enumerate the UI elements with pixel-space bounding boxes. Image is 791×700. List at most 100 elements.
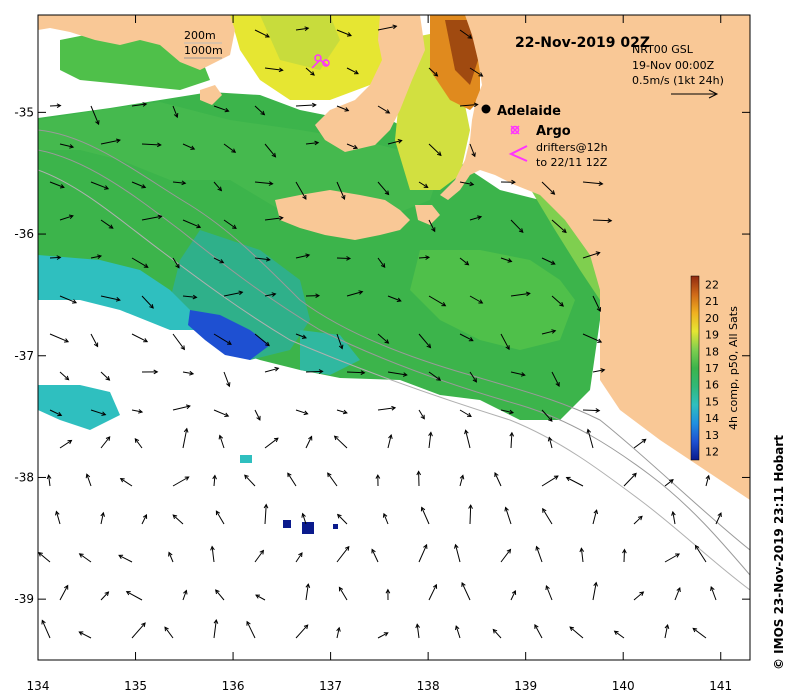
current-arrow-head xyxy=(569,626,575,631)
depth-1000-label: 1000m xyxy=(184,44,223,57)
current-arrow xyxy=(223,143,236,153)
current-arrow xyxy=(569,626,584,639)
current-arrow-head xyxy=(215,589,220,595)
current-arrow xyxy=(182,428,188,449)
current-arrow xyxy=(79,631,92,639)
current-arrow xyxy=(582,409,600,412)
current-arrow xyxy=(510,371,525,376)
x-tick-label: 138 xyxy=(417,679,440,693)
current-arrow-head xyxy=(115,138,121,144)
current-arrow xyxy=(38,552,51,563)
current-arrow xyxy=(492,629,502,639)
current-arrows xyxy=(38,24,722,639)
current-arrow-head xyxy=(600,368,606,373)
current-arrow xyxy=(295,333,307,339)
current-arrow-head xyxy=(505,345,510,351)
current-arrow-head xyxy=(415,623,421,629)
current-arrow-head xyxy=(97,254,103,259)
current-arrow-head xyxy=(420,506,426,512)
current-arrow-head xyxy=(520,372,526,377)
current-arrow-head xyxy=(553,475,559,480)
current-arrow xyxy=(346,291,363,297)
current-arrow xyxy=(545,585,553,601)
current-arrow-head xyxy=(153,369,159,375)
drifter-legend-icon xyxy=(508,145,528,162)
current-arrow xyxy=(49,105,61,107)
current-arrow-head xyxy=(550,260,556,265)
current-arrow-head xyxy=(302,194,307,200)
current-arrow-head xyxy=(595,408,601,413)
current-arrow-head xyxy=(467,34,473,39)
current-arrow xyxy=(469,216,482,221)
current-arrow xyxy=(213,475,216,487)
current-arrow xyxy=(90,409,106,416)
current-arrow-head xyxy=(507,258,513,263)
current-arrow-head xyxy=(431,227,436,233)
current-arrow-head xyxy=(41,619,46,625)
current-arrow-head xyxy=(333,435,339,441)
current-arrow-head xyxy=(303,410,309,416)
current-arrow-head xyxy=(478,72,484,77)
current-arrow-head xyxy=(196,223,202,229)
current-arrow xyxy=(336,333,343,349)
current-arrow xyxy=(428,219,436,232)
current-arrow-head xyxy=(416,470,422,476)
current-arrow xyxy=(542,508,553,525)
current-arrow xyxy=(377,407,396,411)
current-arrow xyxy=(244,474,256,487)
argo-legend-icon xyxy=(510,125,520,135)
current-arrow xyxy=(302,513,307,525)
x-tick-label: 139 xyxy=(514,679,537,693)
current-arrow-head xyxy=(375,474,381,479)
current-arrow-head xyxy=(468,504,473,509)
current-arrow xyxy=(172,405,191,411)
current-arrow xyxy=(582,181,603,185)
current-arrow-head xyxy=(108,224,114,229)
current-arrow xyxy=(418,256,430,259)
current-arrow-head xyxy=(710,586,715,591)
current-arrow xyxy=(674,587,681,601)
current-arrow-head xyxy=(441,302,447,307)
current-arrow-head xyxy=(525,291,531,297)
current-arrow-head xyxy=(287,472,292,478)
current-arrow-head xyxy=(550,190,556,195)
current-arrow-head xyxy=(59,184,65,189)
current-arrow-head xyxy=(274,366,280,372)
current-arrow-head xyxy=(392,24,398,30)
current-arrow xyxy=(566,477,584,487)
current-arrow xyxy=(510,292,530,297)
current-arrow xyxy=(295,254,310,259)
current-arrow xyxy=(100,436,111,449)
current-arrow-head xyxy=(105,436,111,441)
current-arrow xyxy=(59,371,69,381)
current-arrow-head xyxy=(579,547,585,553)
current-arrow xyxy=(49,256,61,259)
current-arrow-head xyxy=(64,375,70,381)
current-arrow xyxy=(131,622,146,639)
current-arrow xyxy=(90,255,102,259)
current-arrow xyxy=(255,594,266,601)
current-arrow-head xyxy=(315,293,321,299)
current-arrow xyxy=(633,515,643,525)
current-arrow xyxy=(465,430,471,449)
current-arrow-head xyxy=(310,71,315,76)
current-arrow-head xyxy=(664,623,670,629)
current-arrow xyxy=(172,105,178,118)
current-arrow-head xyxy=(244,474,249,480)
current-arrow-head xyxy=(396,297,402,302)
current-arrow-head xyxy=(303,624,309,630)
current-arrow xyxy=(459,475,464,487)
current-arrow xyxy=(336,105,349,112)
current-arrow-head xyxy=(436,376,442,381)
current-arrow xyxy=(664,553,680,563)
current-arrow-head xyxy=(210,545,215,551)
current-arrow xyxy=(469,67,483,77)
current-arrow xyxy=(100,139,121,145)
adelaide-marker xyxy=(481,104,491,114)
current-arrow-head xyxy=(212,474,217,480)
current-arrow-head xyxy=(327,472,332,478)
current-arrow xyxy=(428,584,437,601)
current-arrow xyxy=(582,333,602,343)
current-arrow-head xyxy=(264,33,270,38)
drifters-legend-line1: drifters@12h xyxy=(536,141,608,154)
